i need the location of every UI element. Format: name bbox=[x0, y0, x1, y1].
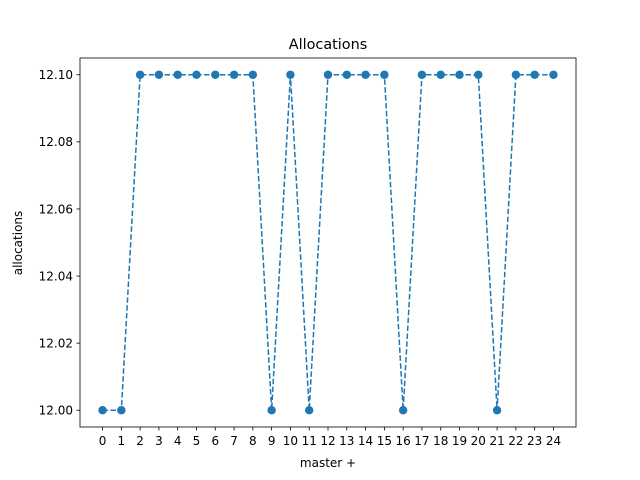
data-point bbox=[380, 70, 389, 79]
data-point bbox=[436, 70, 445, 79]
y-axis-title: allocations bbox=[11, 211, 25, 276]
x-tick-label: 20 bbox=[471, 434, 486, 448]
data-point bbox=[98, 406, 107, 415]
x-tick-label: 19 bbox=[452, 434, 467, 448]
data-point bbox=[455, 70, 464, 79]
x-tick-label: 8 bbox=[249, 434, 257, 448]
x-tick-label: 18 bbox=[433, 434, 448, 448]
x-tick-label: 15 bbox=[377, 434, 392, 448]
data-point bbox=[417, 70, 427, 79]
y-tick-label: 12.08 bbox=[39, 135, 73, 149]
data-point bbox=[342, 70, 351, 79]
data-point bbox=[267, 406, 276, 415]
data-point bbox=[135, 70, 145, 79]
y-tick-label: 12.00 bbox=[39, 404, 73, 418]
y-tick-label: 12.04 bbox=[39, 269, 73, 283]
x-tick-label: 2 bbox=[136, 434, 144, 448]
x-tick-label: 4 bbox=[174, 434, 182, 448]
data-point bbox=[248, 70, 258, 79]
x-tick-label: 13 bbox=[339, 434, 354, 448]
data-point bbox=[398, 406, 408, 415]
data-point bbox=[549, 70, 558, 79]
x-axis-title: master + bbox=[300, 456, 356, 470]
y-tick-label: 12.06 bbox=[39, 202, 73, 216]
data-point bbox=[492, 406, 502, 415]
data-point bbox=[229, 70, 239, 79]
data-point bbox=[361, 70, 370, 79]
x-tick-label: 1 bbox=[118, 434, 126, 448]
x-tick-label: 11 bbox=[302, 434, 317, 448]
y-tick-label: 12.02 bbox=[39, 336, 73, 350]
data-point bbox=[173, 70, 182, 79]
x-tick-label: 23 bbox=[527, 434, 542, 448]
x-tick-label: 5 bbox=[193, 434, 201, 448]
data-point bbox=[323, 70, 333, 79]
data-point bbox=[286, 70, 295, 79]
x-tick-label: 6 bbox=[211, 434, 219, 448]
x-tick-label: 3 bbox=[155, 434, 163, 448]
data-point bbox=[511, 70, 521, 79]
x-tick-label: 9 bbox=[268, 434, 276, 448]
data-point bbox=[154, 70, 164, 79]
data-point bbox=[305, 406, 314, 415]
x-tick-label: 7 bbox=[230, 434, 238, 448]
data-point bbox=[211, 70, 220, 79]
x-tick-label: 17 bbox=[414, 434, 429, 448]
y-axis: 12.00 12.02 12.04 12.06 12.08 12.10 bbox=[39, 68, 80, 418]
x-tick-label: 12 bbox=[320, 434, 335, 448]
chart-title: Allocations bbox=[289, 37, 367, 53]
x-tick-label: 22 bbox=[508, 434, 523, 448]
data-point bbox=[474, 70, 483, 79]
y-tick-label: 12.10 bbox=[39, 68, 73, 82]
x-tick-label: 24 bbox=[546, 434, 561, 448]
x-tick-label: 0 bbox=[99, 434, 107, 448]
x-tick-label: 10 bbox=[283, 434, 298, 448]
data-point bbox=[117, 406, 126, 415]
data-point bbox=[192, 70, 201, 79]
x-axis: 0 1 2 3 4 5 6 7 8 9 10 11 12 13 14 15 16 17 18 19 20 21 22 23 24 bbox=[99, 427, 561, 448]
x-tick-label: 16 bbox=[396, 434, 411, 448]
x-tick-label: 21 bbox=[489, 434, 504, 448]
x-tick-label: 14 bbox=[358, 434, 373, 448]
data-point bbox=[530, 70, 539, 79]
series-layer bbox=[98, 70, 558, 415]
